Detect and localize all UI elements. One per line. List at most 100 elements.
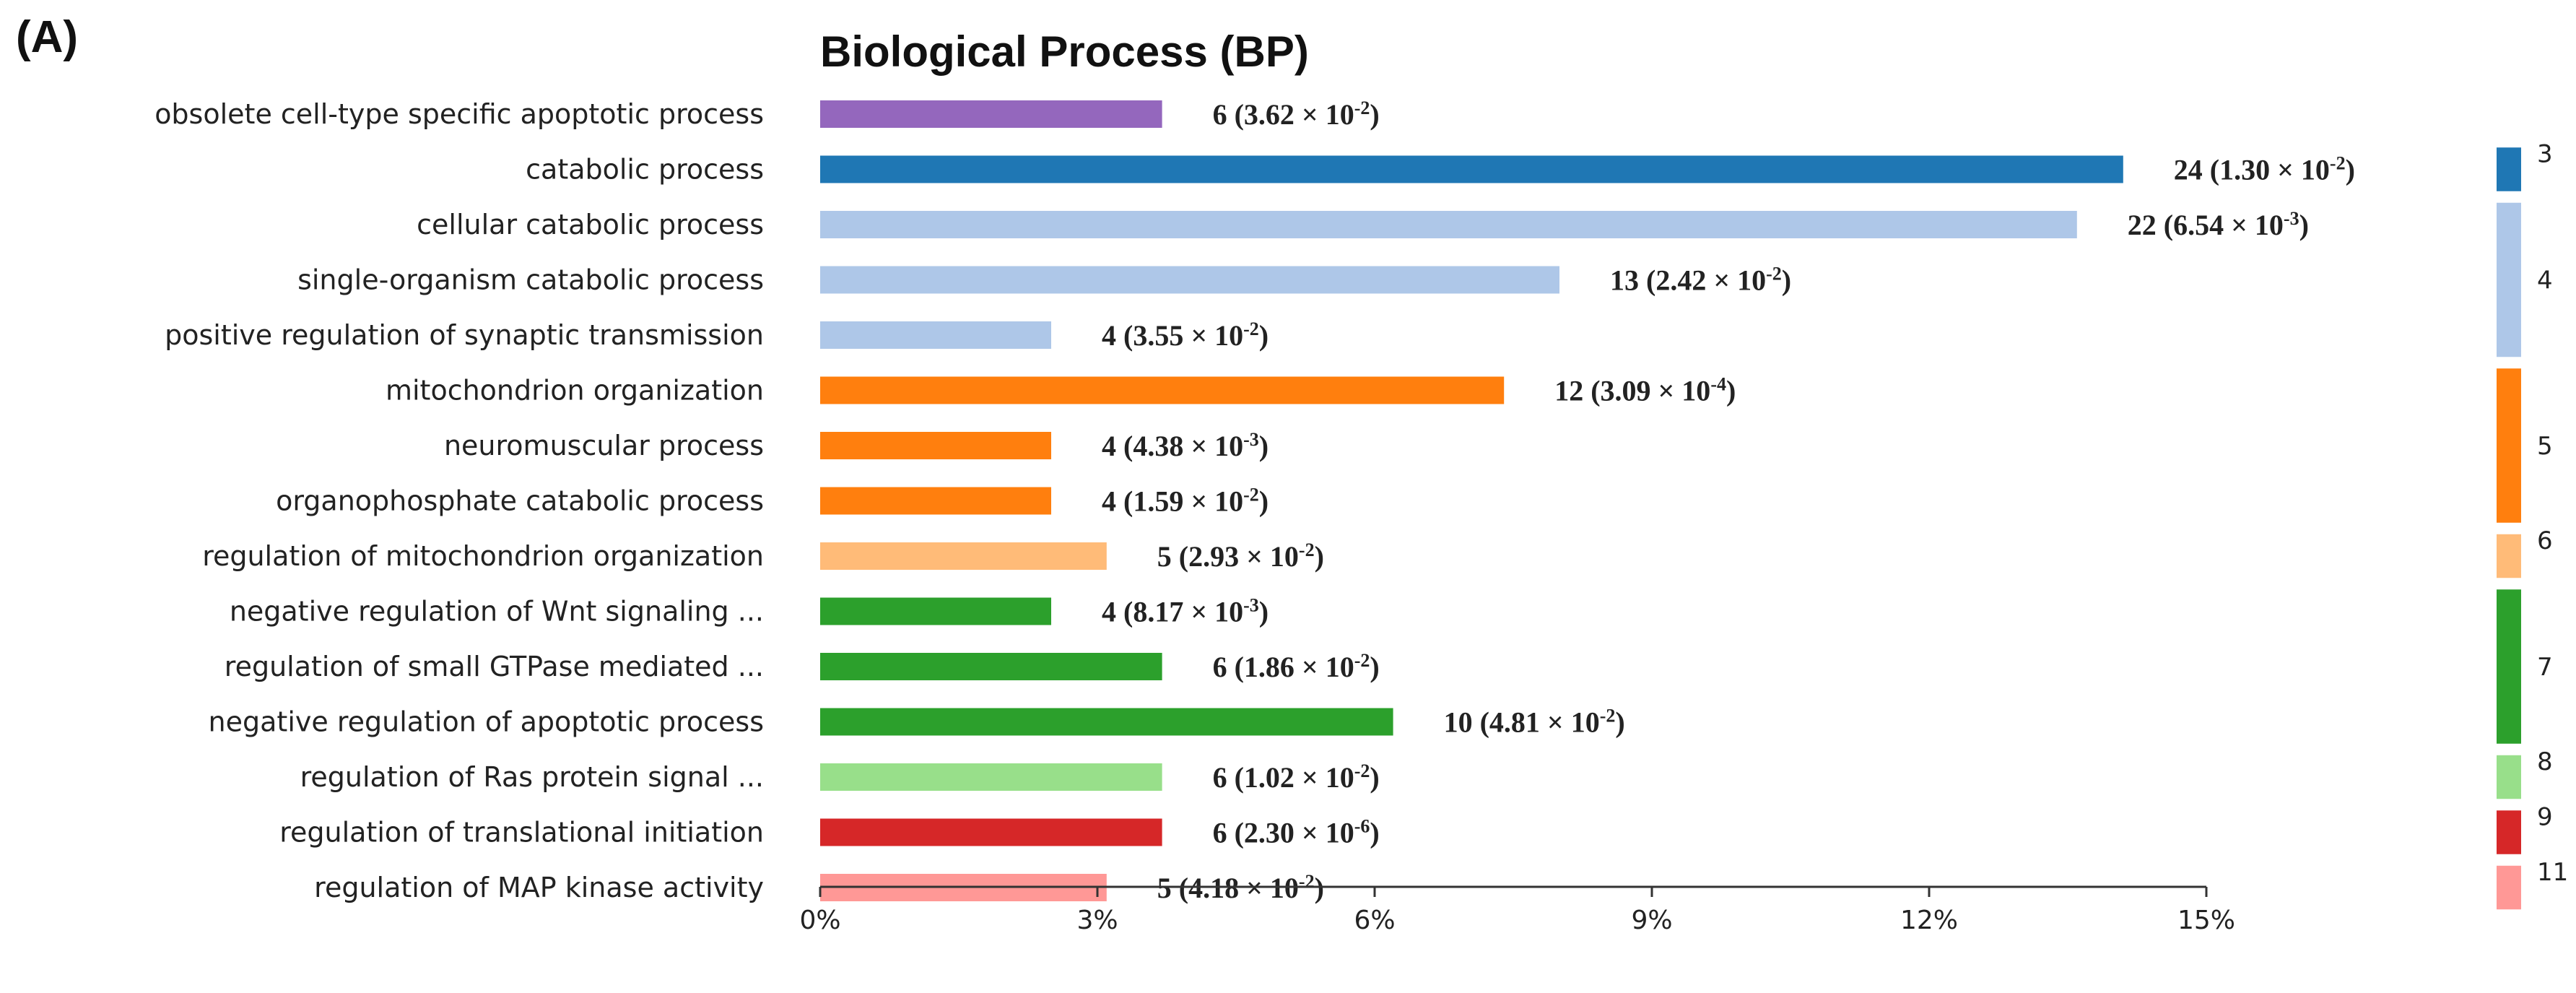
data-label-close: ) — [1370, 761, 1379, 794]
data-label-exponent: -2 — [1299, 539, 1315, 560]
data-label-exponent: -3 — [1243, 594, 1259, 615]
data-label-exponent: -2 — [1766, 263, 1782, 284]
data-label-times: × 10 — [1183, 319, 1243, 352]
data-label-mantissa: 2.30 — [1244, 817, 1294, 849]
data-label-close: ) — [1370, 651, 1379, 683]
cluster-label: 5 — [2537, 432, 2553, 461]
data-label: 6 (3.62 × 10-2) — [1213, 97, 1380, 131]
data-label-exponent: -6 — [1354, 815, 1370, 836]
data-label-exponent: -2 — [1600, 705, 1616, 726]
data-label-count: 6 — [1213, 651, 1227, 683]
data-label: 22 (6.54 × 10-3) — [2128, 208, 2309, 242]
data-label-close: ) — [1782, 264, 1791, 297]
data-label-close: ) — [2346, 154, 2355, 186]
category-label: neuromuscular process — [444, 430, 764, 461]
data-label-times: × 10 — [2270, 154, 2330, 186]
data-label: 12 (3.09 × 10-4) — [1554, 373, 1736, 407]
data-label-close: ) — [1259, 319, 1269, 352]
bar — [820, 155, 2123, 183]
data-label-close: ) — [1370, 817, 1379, 849]
data-label-mantissa: 4.81 — [1489, 706, 1540, 739]
category-label: negative regulation of Wnt signaling ... — [230, 596, 764, 628]
category-label: regulation of small GTPase mediated ... — [225, 651, 764, 682]
data-label-mantissa: 4.38 — [1133, 430, 1183, 462]
data-label-close: ) — [1259, 430, 1269, 462]
data-label-times: × 10 — [1294, 98, 1354, 131]
data-label-open: ( — [1227, 817, 1244, 849]
cluster-label: 3 — [2537, 139, 2553, 168]
data-label-times: × 10 — [1183, 430, 1243, 462]
category-label: regulation of MAP kinase activity — [314, 872, 764, 903]
data-label-open: ( — [1227, 761, 1244, 794]
data-label-count: 13 — [1610, 264, 1639, 297]
data-label-close: ) — [1315, 540, 1324, 573]
data-label: 24 (1.30 × 10-2) — [2174, 152, 2355, 186]
data-label-mantissa: 6.54 — [2173, 209, 2224, 241]
category-label: organophosphate catabolic process — [276, 485, 764, 517]
cluster-label: 7 — [2537, 653, 2553, 682]
data-label-times: × 10 — [1294, 761, 1354, 794]
data-label-exponent: -2 — [1299, 871, 1315, 892]
data-label-open: ( — [1227, 651, 1244, 683]
data-label-mantissa: 3.09 — [1601, 375, 1651, 407]
cluster-strip — [2497, 589, 2521, 744]
bar — [820, 266, 1559, 294]
data-label-count: 10 — [1444, 706, 1473, 739]
data-label: 6 (1.86 × 10-2) — [1213, 650, 1380, 684]
data-label-times: × 10 — [1183, 596, 1243, 628]
data-label-count: 12 — [1554, 375, 1583, 407]
data-label: 10 (4.81 × 10-2) — [1444, 705, 1625, 739]
cluster-strip — [2497, 865, 2521, 910]
data-label-count: 24 — [2174, 154, 2203, 186]
data-label-count: 4 — [1102, 430, 1116, 462]
data-label-count: 6 — [1213, 817, 1227, 849]
data-label-close: ) — [1259, 485, 1269, 518]
x-tick-label: 15% — [2177, 906, 2235, 935]
cluster-strip — [2497, 534, 2521, 578]
bars-group: obsolete cell-type specific apoptotic pr… — [155, 97, 2355, 905]
cluster-label: 8 — [2537, 747, 2553, 776]
bar — [820, 321, 1051, 349]
category-label: regulation of mitochondrion organization — [202, 540, 764, 572]
data-label-count: 4 — [1102, 596, 1116, 628]
data-label-mantissa: 1.30 — [2219, 154, 2270, 186]
data-label-exponent: -2 — [1354, 650, 1370, 671]
data-label: 13 (2.42 × 10-2) — [1610, 263, 1791, 297]
bar — [820, 100, 1162, 128]
data-label-times: × 10 — [1651, 375, 1711, 407]
category-label: negative regulation of apoptotic process — [209, 706, 764, 738]
data-label-count: 6 — [1213, 761, 1227, 794]
category-label: mitochondrion organization — [386, 375, 764, 407]
bar — [820, 597, 1051, 625]
cluster-strip — [2497, 368, 2521, 523]
data-label-mantissa: 3.62 — [1244, 98, 1294, 131]
data-label-open: ( — [1172, 540, 1188, 573]
bar — [820, 487, 1051, 515]
cluster-strip — [2497, 202, 2521, 357]
category-label: catabolic process — [526, 154, 764, 186]
data-label-open: ( — [1116, 596, 1133, 628]
cluster-strip — [2497, 755, 2521, 799]
data-label-times: × 10 — [1540, 706, 1600, 739]
data-label-open: ( — [1473, 706, 1489, 739]
bar — [820, 211, 2077, 238]
data-label-mantissa: 3.55 — [1133, 319, 1183, 352]
data-label-exponent: -2 — [1354, 760, 1370, 781]
data-label-open: ( — [2157, 209, 2173, 241]
category-label: regulation of translational initiation — [279, 817, 764, 849]
bar — [820, 432, 1051, 459]
x-tick-label: 3% — [1076, 906, 1118, 935]
cluster-label: 9 — [2537, 802, 2553, 831]
bar — [820, 653, 1162, 680]
data-label: 4 (3.55 × 10-2) — [1102, 318, 1269, 352]
data-label: 4 (8.17 × 10-3) — [1102, 594, 1269, 628]
data-label-close: ) — [1726, 375, 1736, 407]
data-label-mantissa: 1.86 — [1244, 651, 1294, 683]
bar — [820, 708, 1393, 736]
data-label: 6 (2.30 × 10-6) — [1213, 815, 1380, 849]
category-label: regulation of Ras protein signal ... — [300, 761, 764, 793]
category-label: single-organism catabolic process — [297, 264, 764, 296]
data-label-times: × 10 — [1294, 651, 1354, 683]
data-label-exponent: -3 — [2284, 208, 2299, 229]
chart-title: Biological Process (BP) — [820, 27, 1309, 76]
